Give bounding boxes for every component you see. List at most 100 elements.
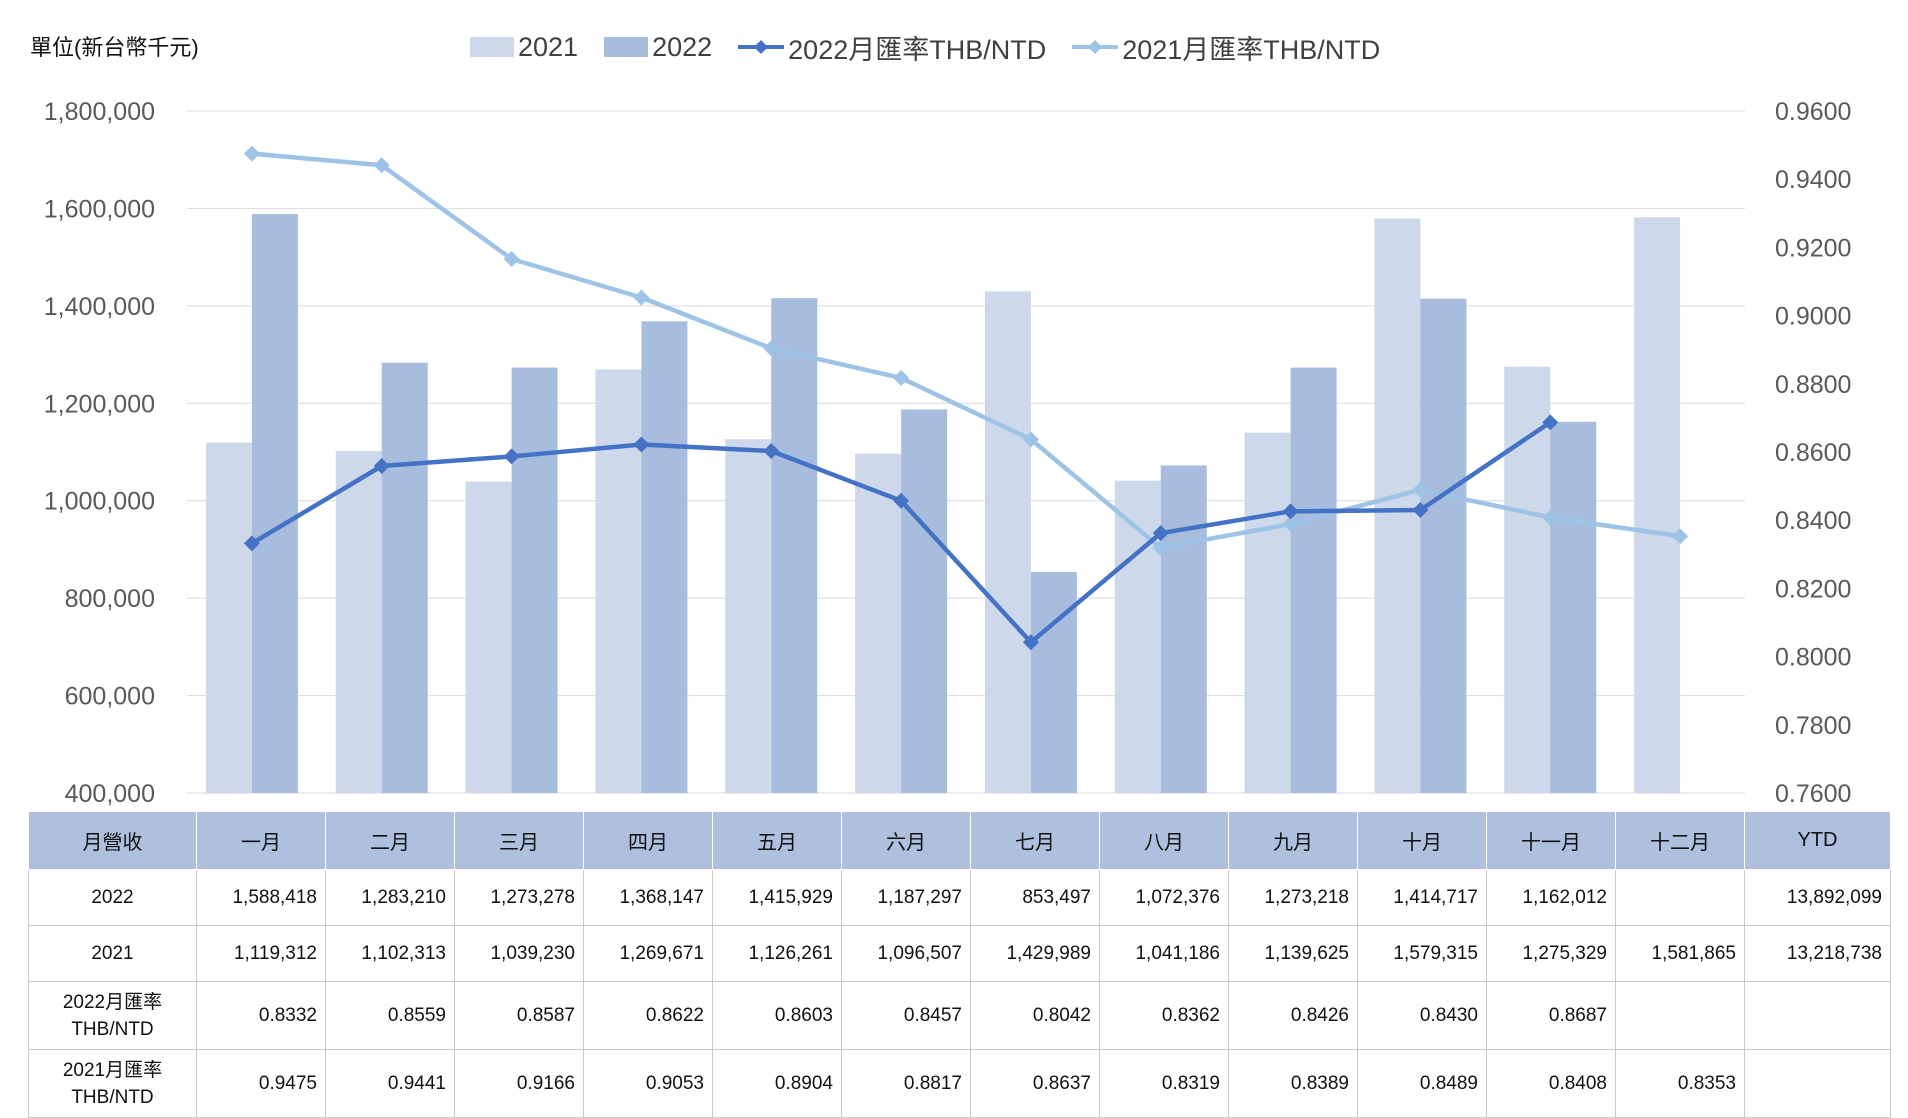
marker-2022月匯率THB/NTD-9 bbox=[1282, 503, 1299, 520]
table-header-row: 月營收 一月 二月 三月 四月 五月 六月 七月 八月 九月 十月 十一月 十二月 YTD bbox=[28, 811, 1891, 870]
revenue-table: 月營收 一月 二月 三月 四月 五月 六月 七月 八月 九月 十月 十一月 十二月 YTD 2022 1,5… bbox=[28, 811, 1891, 1118]
table-column-header: 二月 bbox=[325, 811, 455, 870]
table-cell: 1,041,186 bbox=[1099, 925, 1229, 982]
y-right-tick-label: 0.8600 bbox=[1775, 439, 1851, 467]
marker-2022月匯率THB/NTD-8 bbox=[1152, 525, 1169, 542]
marker-2022月匯率THB/NTD-1 bbox=[243, 535, 260, 552]
table-row-label: 2022月匯率 THB/NTD bbox=[28, 981, 197, 1050]
bar-2021-1 bbox=[205, 442, 252, 793]
table-cell bbox=[1744, 981, 1891, 1050]
y-right-tick-label: 0.8400 bbox=[1775, 507, 1851, 535]
y-right-tick-label: 0.9200 bbox=[1775, 234, 1851, 262]
bar-2022-5 bbox=[771, 298, 818, 793]
marker-2022月匯率THB/NTD-2 bbox=[373, 457, 390, 474]
marker-2021月匯率THB/NTD-9 bbox=[1282, 515, 1299, 532]
table-row: 2022 1,588,418 1,283,210 1,273,278 1,368,147… bbox=[28, 869, 1891, 926]
table-corner-header: 月營收 bbox=[28, 811, 197, 870]
table-cell: 0.8637 bbox=[970, 1049, 1100, 1118]
marker-2021月匯率THB/NTD-3 bbox=[503, 250, 520, 267]
table-column-header: YTD bbox=[1744, 811, 1891, 870]
marker-2021月匯率THB/NTD-1 bbox=[243, 145, 260, 162]
table-cell: 0.8489 bbox=[1357, 1049, 1487, 1118]
table-cell: 0.8559 bbox=[325, 981, 455, 1050]
legend-swatch-bar bbox=[470, 37, 514, 57]
y-left-tick-label: 1,600,000 bbox=[44, 195, 155, 223]
bar-2022-4 bbox=[641, 321, 688, 793]
y-right-tick-label: 0.7800 bbox=[1775, 712, 1851, 740]
bar-2022-7 bbox=[1030, 572, 1077, 793]
legend-label: 2021月匯率THB/NTD bbox=[1122, 34, 1381, 65]
bar-2021-3 bbox=[465, 481, 512, 793]
bar-2021-9 bbox=[1244, 432, 1291, 793]
table-cell: 1,414,717 bbox=[1357, 869, 1487, 926]
bar-2021-5 bbox=[725, 439, 772, 793]
bar-2022-6 bbox=[901, 409, 948, 793]
marker-2021月匯率THB/NTD-7 bbox=[1022, 431, 1039, 448]
bar-2021-11 bbox=[1504, 366, 1551, 793]
table-cell: 1,429,989 bbox=[970, 925, 1100, 982]
legend-label: 2022月匯率THB/NTD bbox=[788, 34, 1047, 65]
legend-item: 2022 bbox=[604, 32, 712, 63]
y-right-tick-label: 0.7600 bbox=[1775, 780, 1851, 808]
y-left-tick-label: 400,000 bbox=[65, 780, 155, 808]
table-cell: 1,139,625 bbox=[1228, 925, 1358, 982]
table-cell: 1,162,012 bbox=[1486, 869, 1616, 926]
table-cell: 0.8430 bbox=[1357, 981, 1487, 1050]
marker-2022月匯率THB/NTD-3 bbox=[503, 448, 520, 465]
table-cell: 1,126,261 bbox=[712, 925, 842, 982]
table-cell: 1,119,312 bbox=[196, 925, 326, 982]
y-left-tick-label: 1,200,000 bbox=[44, 390, 155, 418]
y-right-tick-label: 0.9400 bbox=[1775, 166, 1851, 194]
y-left-tick-label: 1,000,000 bbox=[44, 488, 155, 516]
table-cell: 0.8353 bbox=[1615, 1049, 1745, 1118]
table-cell bbox=[1615, 981, 1745, 1050]
table-cell: 0.8817 bbox=[841, 1049, 971, 1118]
table-cell: 0.8603 bbox=[712, 981, 842, 1050]
bar-2022-10 bbox=[1420, 298, 1467, 793]
marker-2022月匯率THB/NTD-5 bbox=[763, 442, 780, 459]
bar-2021-4 bbox=[595, 369, 642, 793]
table-column-header: 八月 bbox=[1099, 811, 1229, 870]
table-cell: 0.8587 bbox=[454, 981, 584, 1050]
table-cell: 1,368,147 bbox=[583, 869, 713, 926]
bar-2022-9 bbox=[1290, 367, 1337, 793]
table-cell: 0.8042 bbox=[970, 981, 1100, 1050]
y-right-tick-label: 0.8200 bbox=[1775, 575, 1851, 603]
y-left-tick-label: 600,000 bbox=[65, 683, 155, 711]
bar-2022-2 bbox=[381, 362, 428, 793]
table-cell: 1,588,418 bbox=[196, 869, 326, 926]
table-cell: 0.9053 bbox=[583, 1049, 713, 1118]
bar-2022-11 bbox=[1550, 421, 1597, 793]
marker-2021月匯率THB/NTD-6 bbox=[893, 370, 910, 387]
table-cell: 853,497 bbox=[970, 869, 1100, 926]
table-column-header: 三月 bbox=[454, 811, 584, 870]
marker-2022月匯率THB/NTD-7 bbox=[1022, 634, 1039, 651]
table-cell bbox=[1744, 1049, 1891, 1118]
bar-2021-7 bbox=[984, 291, 1031, 793]
marker-2022月匯率THB/NTD-10 bbox=[1412, 501, 1429, 518]
table-cell: 0.8904 bbox=[712, 1049, 842, 1118]
legend-swatch-line bbox=[1072, 37, 1119, 57]
marker-2021月匯率THB/NTD-5 bbox=[763, 340, 780, 357]
y-right-tick-label: 0.8000 bbox=[1775, 644, 1851, 672]
combo-chart: 單位(新台幣千元) 2021 2022 2022月匯率THB/NTD 2021月匯率T… bbox=[30, 32, 1851, 809]
table-column-header: 十一月 bbox=[1486, 811, 1616, 870]
table-column-header: 五月 bbox=[712, 811, 842, 870]
table-column-header: 十二月 bbox=[1615, 811, 1745, 870]
unit-label: 單位(新台幣千元) bbox=[30, 35, 199, 60]
y-right-tick-label: 0.8800 bbox=[1775, 371, 1851, 399]
marker-2021月匯率THB/NTD-12 bbox=[1672, 528, 1689, 545]
table-cell: 0.9441 bbox=[325, 1049, 455, 1118]
marker-2022月匯率THB/NTD-4 bbox=[633, 436, 650, 453]
table-cell: 1,102,313 bbox=[325, 925, 455, 982]
table-cell: 0.9166 bbox=[454, 1049, 584, 1118]
table-cell: 0.8426 bbox=[1228, 981, 1358, 1050]
bar-2021-6 bbox=[855, 453, 902, 793]
table-column-header: 一月 bbox=[196, 811, 326, 870]
table-cell: 13,218,738 bbox=[1744, 925, 1891, 982]
bar-2021-10 bbox=[1374, 218, 1421, 793]
marker-2021月匯率THB/NTD-11 bbox=[1542, 509, 1559, 526]
table-cell: 1,581,865 bbox=[1615, 925, 1745, 982]
table-cell: 0.8332 bbox=[196, 981, 326, 1050]
table-cell: 0.8362 bbox=[1099, 981, 1229, 1050]
